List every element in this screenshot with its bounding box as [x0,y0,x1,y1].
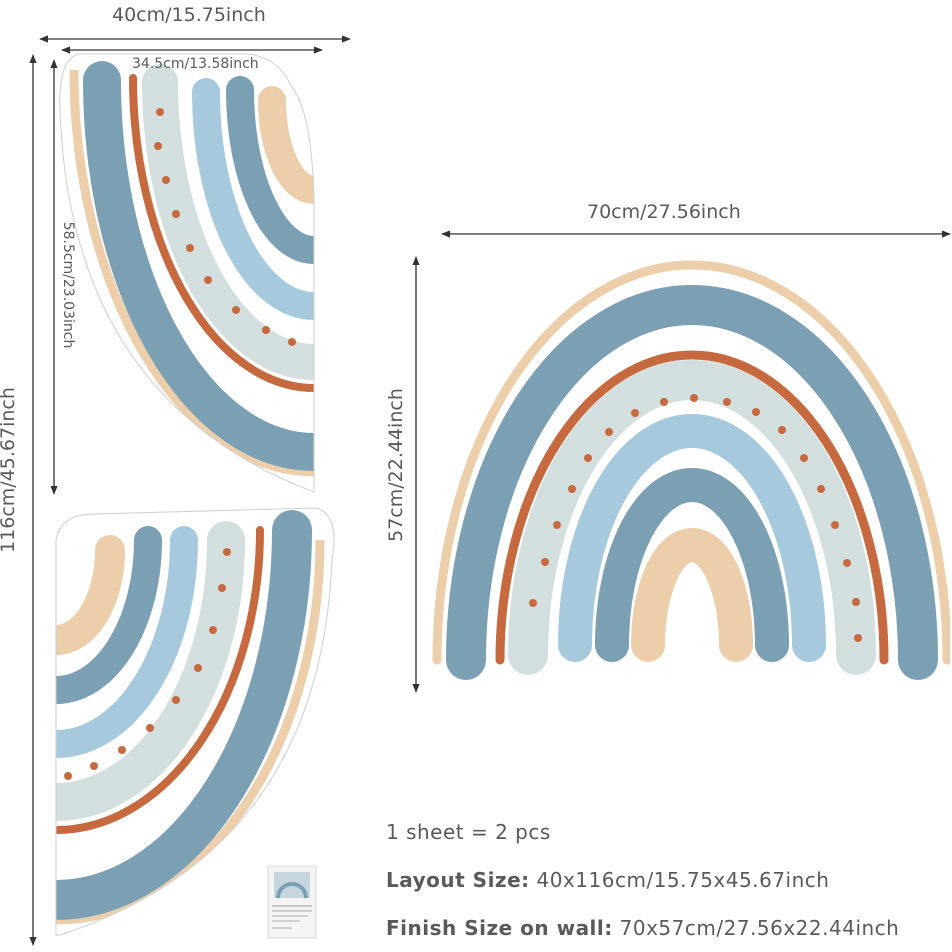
top-sand-outer [69,69,315,477]
finished-rainbow [432,260,950,680]
bottom-blue-dark-inner [56,526,162,704]
layout-size-value: 40x116cm/15.75x45.67inch [536,868,830,892]
top-blue-dark-inner [226,76,315,264]
layout-size-key: Layout Size: [386,868,530,892]
top-rust-band [129,74,315,392]
sheet-width-label: 40cm/15.75inch [112,4,266,26]
bottom-sage-band [56,521,245,821]
top-blue-light-band [192,78,315,320]
bottom-sand-inner [56,535,125,655]
big-dots [529,394,862,642]
top-dots [154,108,296,346]
big-rust-band [495,350,889,665]
finished-height-label: 57cm/22.44inch [385,388,407,542]
sheet-height-label: 116cm/45.67inch [0,387,19,553]
product-tag [267,865,317,939]
finished-width-label: 70cm/27.56inch [587,201,741,223]
big-blue-light-band [558,414,826,662]
bottom-piece-outline [55,507,335,936]
layout-size-text: Layout Size: 40x116cm/15.75x45.67inch [386,868,829,892]
top-half-piece [59,54,315,492]
top-sand-inner [258,86,315,204]
piece-count-value: 1 sheet = 2 pcs [386,820,551,844]
finish-size-key: Finish Size on wall: [386,916,613,940]
big-sand-outer [432,260,950,665]
piece-count-text: 1 sheet = 2 pcs [386,820,551,844]
piece-height-label: 58.5cm/23.03inch [60,221,76,349]
big-sand-inner [631,528,753,662]
top-piece-outline [59,53,315,493]
bottom-blue-light-band [56,526,198,758]
big-blue-dark-inner [595,468,789,662]
bottom-dots [64,548,231,780]
finish-size-value: 70x57cm/27.56x22.44inch [619,916,900,940]
big-blue-dark-outer [446,285,938,680]
bottom-blue-dark-outer [56,510,312,920]
bottom-sand-outer [56,539,325,925]
top-blue-dark-outer [83,61,315,471]
bottom-rust-band [56,526,264,834]
piece-width-label: 34.5cm/13.58inch [132,56,259,72]
finish-size-text: Finish Size on wall: 70x57cm/27.56x22.44… [386,916,899,940]
